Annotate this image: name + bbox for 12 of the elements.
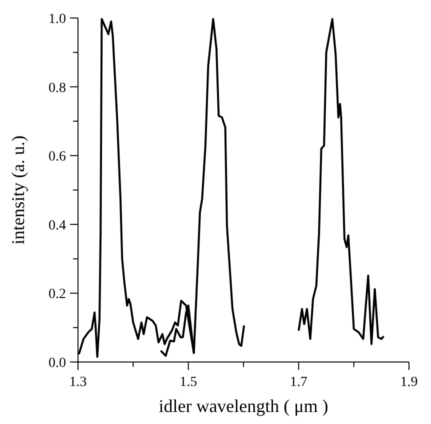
y-tick-label: 0.0 [48, 356, 66, 371]
x-tick-label: 1.5 [180, 375, 198, 390]
y-tick-label: 1.0 [48, 12, 66, 27]
x-tick-label: 1.3 [69, 375, 87, 390]
y-tick-label: 0.6 [48, 150, 66, 165]
x-axis-title: idler wavelength ( μm ) [158, 396, 328, 416]
y-tick-label: 0.8 [48, 80, 66, 96]
y-tick-label: 0.2 [48, 287, 66, 302]
x-tick-label: 1.7 [290, 375, 308, 390]
x-tick-label: 1.9 [400, 375, 418, 390]
y-axis-title: intensity (a. u.) [8, 136, 28, 244]
y-tick-label: 0.4 [48, 218, 66, 234]
